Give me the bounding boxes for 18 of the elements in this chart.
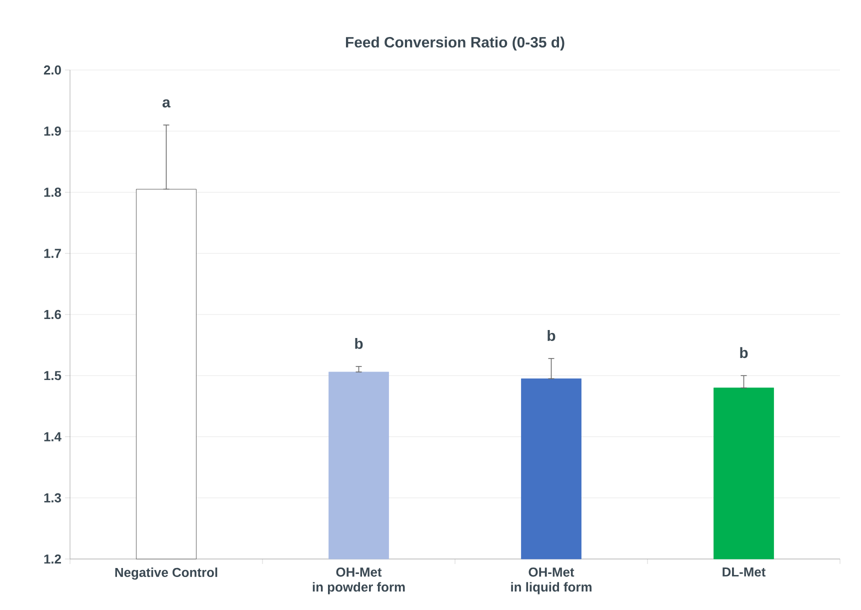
y-tick-label: 1.9 xyxy=(44,126,62,136)
y-tick-label: 1.2 xyxy=(44,554,61,564)
x-tick-label: OH-Met in liquid form xyxy=(511,568,592,594)
y-tick-label: 2.0 xyxy=(44,65,61,75)
y-tick-label: 1.6 xyxy=(44,310,62,320)
annotation: b xyxy=(740,347,748,358)
x-tick-label: Negative Control xyxy=(115,568,218,580)
x-tick-label: OH-Met in powder form xyxy=(312,568,405,594)
y-tick-label: 1.3 xyxy=(44,493,62,502)
annotation: b xyxy=(355,338,363,349)
y-tick-label: 1.5 xyxy=(44,371,62,380)
y-tick-label: 1.7 xyxy=(44,248,61,258)
annotation: b xyxy=(548,330,556,341)
chart-title: Feed Conversion Ratio (0-35 d) xyxy=(346,36,564,50)
annotation: a xyxy=(162,99,171,108)
x-tick-label: DL-Met xyxy=(722,568,766,577)
y-tick-label: 1.8 xyxy=(44,188,62,197)
y-tick-label: 1.4 xyxy=(44,432,62,442)
